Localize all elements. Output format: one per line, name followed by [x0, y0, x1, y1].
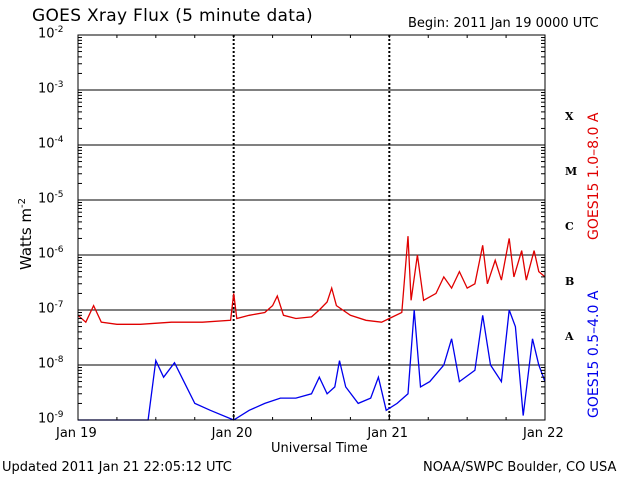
axis-ticks: [77, 35, 546, 420]
y-tick-exponent: -2: [54, 25, 64, 35]
series-line: [78, 309, 546, 421]
y-axis-label-exponent: -2: [17, 197, 29, 208]
grid-lines: [78, 35, 545, 420]
y-tick-base: 10: [38, 26, 55, 42]
y-tick-label: 10-3: [38, 80, 64, 96]
y-axis-label-text: Watts m: [17, 207, 36, 271]
y-tick-base: 10: [38, 356, 55, 372]
y-tick-base: 10: [38, 246, 55, 262]
flare-class-label: C: [565, 219, 574, 233]
x-axis-label: Universal Time: [271, 441, 368, 456]
y-tick-label: 10-8: [38, 355, 64, 371]
begin-time: Begin: 2011 Jan 19 0000 UTC: [408, 16, 599, 31]
flare-class-label: M: [565, 164, 578, 178]
credit-label: NOAA/SWPC Boulder, CO USA: [423, 460, 617, 475]
flare-class-label: B: [565, 274, 575, 288]
legend-short-channel: GOES15 0.5–4.0 A: [586, 290, 602, 418]
x-tick-label: Jan 22: [523, 426, 564, 441]
y-tick-exponent: -7: [54, 300, 64, 310]
x-tick-label: Jan 21: [367, 426, 409, 441]
y-tick-exponent: -8: [54, 355, 64, 365]
y-tick-base: 10: [38, 411, 55, 427]
x-tick-label: Jan 19: [56, 426, 97, 441]
y-tick-exponent: -3: [54, 80, 64, 90]
y-tick-exponent: -4: [54, 135, 64, 145]
y-tick-exponent: -6: [54, 245, 64, 255]
y-tick-label: 10-2: [38, 25, 64, 41]
chart-title: GOES Xray Flux (5 minute data): [32, 6, 313, 26]
series-lines: [77, 236, 546, 421]
series-line: [77, 236, 546, 325]
x-tick-label: Jan 20: [211, 426, 253, 441]
y-tick-base: 10: [38, 81, 55, 97]
y-tick-label: 10-7: [38, 300, 64, 316]
y-tick-base: 10: [38, 301, 55, 317]
y-tick-label: 10-5: [38, 190, 64, 206]
legend-long-channel: GOES15 1.0–8.0 A: [586, 112, 602, 240]
flare-class-label: X: [565, 109, 574, 123]
y-tick-label: 10-6: [38, 245, 64, 261]
y-tick-base: 10: [38, 136, 55, 152]
updated-timestamp: Updated 2011 Jan 21 22:05:12 UTC: [2, 460, 232, 475]
flare-class-label: A: [565, 329, 574, 343]
y-tick-exponent: -5: [54, 190, 64, 200]
y-axis-label: Watts m-2: [2, 198, 35, 270]
y-tick-base: 10: [38, 191, 55, 207]
y-tick-label: 10-9: [38, 410, 64, 426]
y-tick-exponent: -9: [54, 410, 64, 420]
y-tick-label: 10-4: [38, 135, 64, 151]
plot-frame: [77, 34, 546, 421]
